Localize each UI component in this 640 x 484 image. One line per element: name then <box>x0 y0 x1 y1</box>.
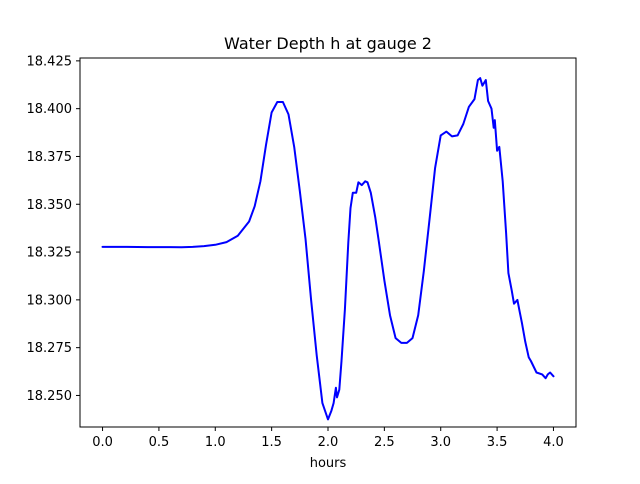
x-tick-label: 0.0 <box>92 435 113 450</box>
plot-frame <box>79 57 577 428</box>
y-tick-label: 18.325 <box>27 246 73 261</box>
x-tick-label: 4.0 <box>543 435 564 450</box>
series-line <box>101 77 555 421</box>
x-tick-label: 2.5 <box>374 435 395 450</box>
y-tick-label: 18.400 <box>27 102 73 117</box>
x-tick-label: 2.0 <box>318 435 339 450</box>
x-axis-label: hours <box>310 456 347 471</box>
y-tick-label: 18.250 <box>27 389 73 404</box>
x-tick-label: 3.5 <box>487 435 508 450</box>
y-tick-label: 18.275 <box>27 341 73 356</box>
y-axis: 18.250 18.275 18.300 18.325 18.350 18.375 18.4… <box>27 54 80 404</box>
x-tick-label: 1.5 <box>261 435 282 450</box>
x-tick-label: 3.0 <box>430 435 451 450</box>
y-tick-label: 18.350 <box>27 198 73 213</box>
x-axis: 0.0 0.5 1.0 1.5 2.0 2.5 3.0 3.5 4.0 <box>92 427 564 450</box>
x-tick-label: 1.0 <box>205 435 226 450</box>
y-tick-label: 18.425 <box>27 54 73 69</box>
chart-title: Water Depth h at gauge 2 <box>224 34 432 53</box>
y-tick-label: 18.300 <box>27 293 73 308</box>
y-tick-label: 18.375 <box>27 150 73 165</box>
x-tick-label: 0.5 <box>149 435 170 450</box>
